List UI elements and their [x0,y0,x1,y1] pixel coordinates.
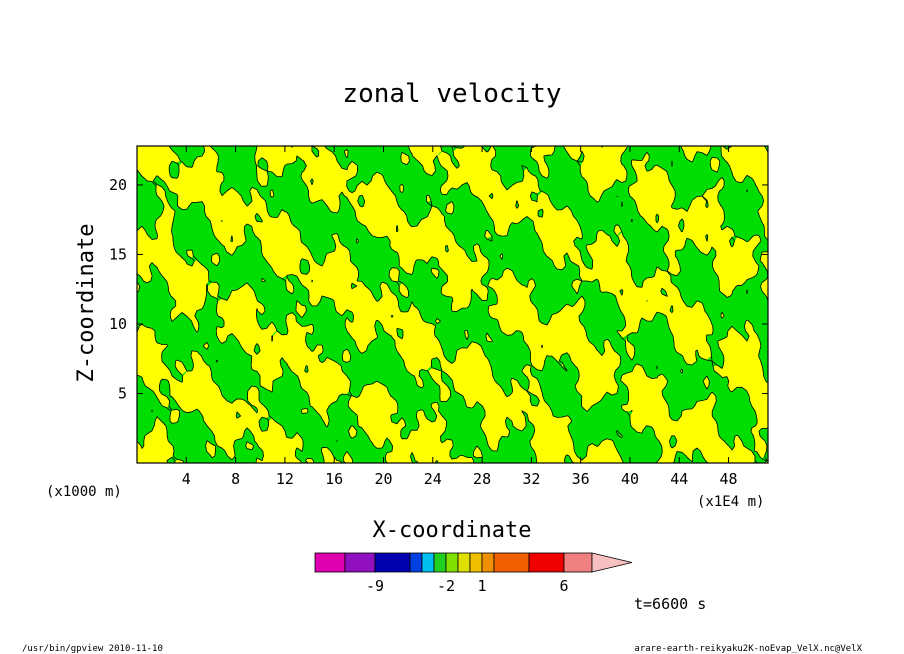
colorbar [314,552,633,573]
colorbar-overflow-arrow [591,552,633,573]
colorbar-box [314,552,346,573]
x-tick-label: 16 [325,470,343,488]
y-tick-label: 20 [109,176,127,194]
footer-right: arare-earth-reikyaku2K-noEvap_VelX.nc@Ve… [634,644,862,654]
y-tick-label: 5 [118,384,127,402]
zero-contour-line [137,146,768,463]
colorbar-box [528,552,565,573]
x-tick-label: 44 [670,470,688,488]
x-tick-label: 8 [231,470,240,488]
colorbar-box [457,552,471,573]
velocity-field [137,146,768,463]
x-tick-label: 40 [621,470,639,488]
colorbar-label: -9 [366,577,384,595]
colorbar-box [409,552,423,573]
y-tick-label: 10 [109,315,127,333]
y-axis-label: Z-coordinate [74,224,99,383]
x-axis-label: X-coordinate [373,518,532,543]
colorbar-label: -2 [437,577,455,595]
colorbar-box [344,552,376,573]
x-axis: 4 8 12 16 20 24 28 32 36 40 44 48 [182,146,738,488]
colorbar-box [469,552,483,573]
x-unit-right: (x1E4 m) [697,494,764,510]
colorbar-box [563,552,593,573]
colorbar-box [493,552,530,573]
colorbar-box [374,552,411,573]
colorbar-label: 1 [477,577,486,595]
x-unit-left: (x1000 m) [46,484,122,500]
x-tick-label: 4 [182,470,191,488]
x-tick-label: 48 [720,470,738,488]
x-tick-label: 12 [276,470,294,488]
x-tick-label: 24 [424,470,442,488]
time-label: t=6600 s [634,595,706,613]
colorbar-labels: -9 -2 1 6 [366,577,569,595]
y-axis: 5 10 15 20 [109,176,768,402]
colorbar-box [421,552,435,573]
negative-velocity-region [137,146,768,463]
plot-frame [136,145,769,464]
colorbar-label: 6 [559,577,568,595]
colorbar-box [481,552,495,573]
x-tick-label: 32 [522,470,540,488]
footer-left: /usr/bin/gpview 2010-11-10 [22,644,163,654]
plot-area [136,145,769,464]
colorbar-box [445,552,459,573]
colorbar-box [433,552,447,573]
x-tick-label: 36 [572,470,590,488]
x-tick-label: 20 [374,470,392,488]
y-tick-label: 15 [109,245,127,263]
x-tick-label: 28 [473,470,491,488]
chart-title: zonal velocity [342,79,561,109]
